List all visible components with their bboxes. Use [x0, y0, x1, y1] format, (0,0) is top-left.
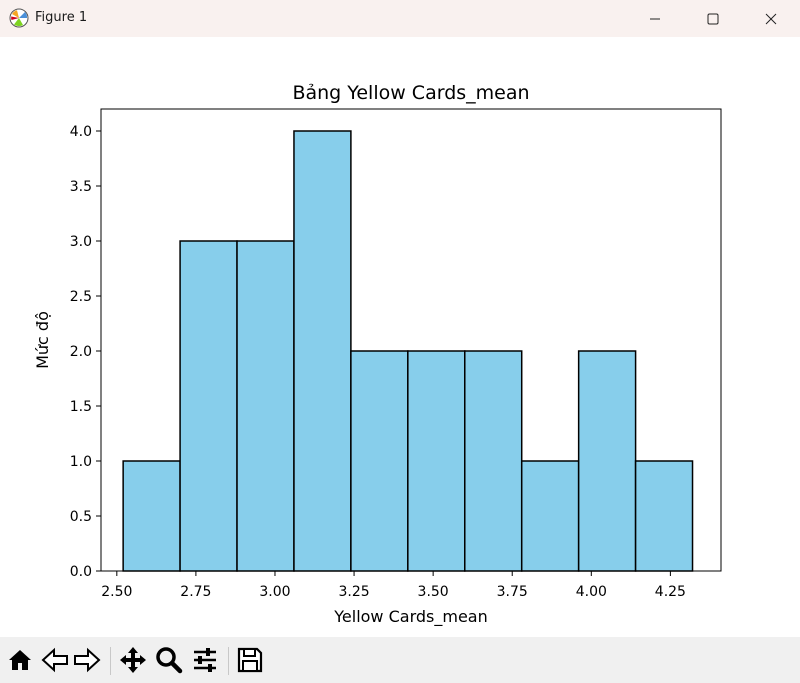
- close-button[interactable]: [742, 0, 800, 37]
- y-tick-label: 2.5: [70, 289, 92, 305]
- y-tick-label: 3.5: [70, 179, 92, 195]
- histogram-bar: [293, 130, 352, 572]
- x-tick-label: 3.75: [497, 584, 528, 600]
- zoom-icon: [156, 647, 183, 674]
- forward-button[interactable]: [72, 645, 102, 675]
- window-titlebar: Figure 1: [0, 0, 800, 37]
- histogram-bar: [407, 350, 466, 572]
- histogram-bar: [350, 350, 409, 572]
- maximize-icon: [707, 13, 719, 24]
- configure-icon: [194, 648, 216, 672]
- save-icon: [237, 647, 263, 673]
- pan-icon: [120, 647, 146, 673]
- histogram-bars: [122, 130, 694, 572]
- save-button[interactable]: [235, 645, 265, 675]
- axes-frame: [100, 108, 722, 572]
- histogram-bar: [236, 240, 295, 572]
- x-tick-label: 2.75: [180, 584, 211, 600]
- y-axis-label: Mức độ: [33, 311, 52, 369]
- home-button[interactable]: [5, 645, 35, 675]
- pan-button[interactable]: [118, 645, 148, 675]
- x-axis-ticks: 2.50 2.75 3.00 3.25 3.50 3.75 4.00 4.25: [101, 571, 686, 600]
- histogram-bar: [577, 350, 637, 572]
- minimize-button[interactable]: [626, 0, 684, 37]
- navigation-toolbar: [0, 637, 800, 683]
- home-icon: [9, 650, 31, 670]
- y-tick-label: 0.5: [70, 509, 92, 525]
- histogram-bar: [179, 240, 238, 572]
- x-tick-label: 3.25: [338, 584, 369, 600]
- window-title: Figure 1: [35, 10, 88, 25]
- figure-canvas[interactable]: Bảng Yellow Cards_mean 2.50 2.75 3.00 3.25 3…: [0, 37, 800, 637]
- histogram-chart: Bảng Yellow Cards_mean 2.50 2.75 3.00 3.25 3…: [33, 82, 722, 627]
- forward-icon: [74, 647, 101, 673]
- x-tick-label: 4.00: [576, 584, 607, 600]
- matplotlib-logo-icon: [9, 8, 29, 28]
- toolbar-separator: [110, 647, 111, 675]
- x-tick-label: 4.25: [655, 584, 686, 600]
- chart-title: Bảng Yellow Cards_mean: [292, 82, 529, 104]
- x-tick-label: 2.50: [101, 584, 132, 600]
- y-tick-label: 1.5: [70, 399, 92, 415]
- x-tick-label: 3.50: [418, 584, 449, 600]
- histogram-bar: [634, 460, 694, 572]
- y-axis-ticks: 0.0 0.5 1.0 1.5 2.0 2.5 3.0 3.5 4.0: [70, 124, 101, 580]
- maximize-button[interactable]: [684, 0, 742, 37]
- y-tick-label: 2.0: [70, 344, 92, 360]
- close-icon: [765, 13, 777, 24]
- toolbar-separator: [228, 647, 229, 675]
- histogram-bar: [464, 350, 523, 572]
- back-icon: [41, 647, 68, 673]
- minimize-icon: [650, 18, 660, 19]
- x-tick-label: 3.00: [259, 584, 290, 600]
- back-button[interactable]: [40, 645, 70, 675]
- x-axis-label: Yellow Cards_mean: [333, 607, 487, 627]
- zoom-button[interactable]: [154, 645, 184, 675]
- histogram-bar: [520, 460, 580, 572]
- y-tick-label: 1.0: [70, 454, 92, 470]
- histogram-bar: [122, 460, 181, 572]
- y-tick-label: 3.0: [70, 234, 92, 250]
- configure-subplots-button[interactable]: [190, 645, 220, 675]
- y-tick-label: 4.0: [70, 124, 92, 140]
- y-tick-label: 0.0: [70, 564, 92, 580]
